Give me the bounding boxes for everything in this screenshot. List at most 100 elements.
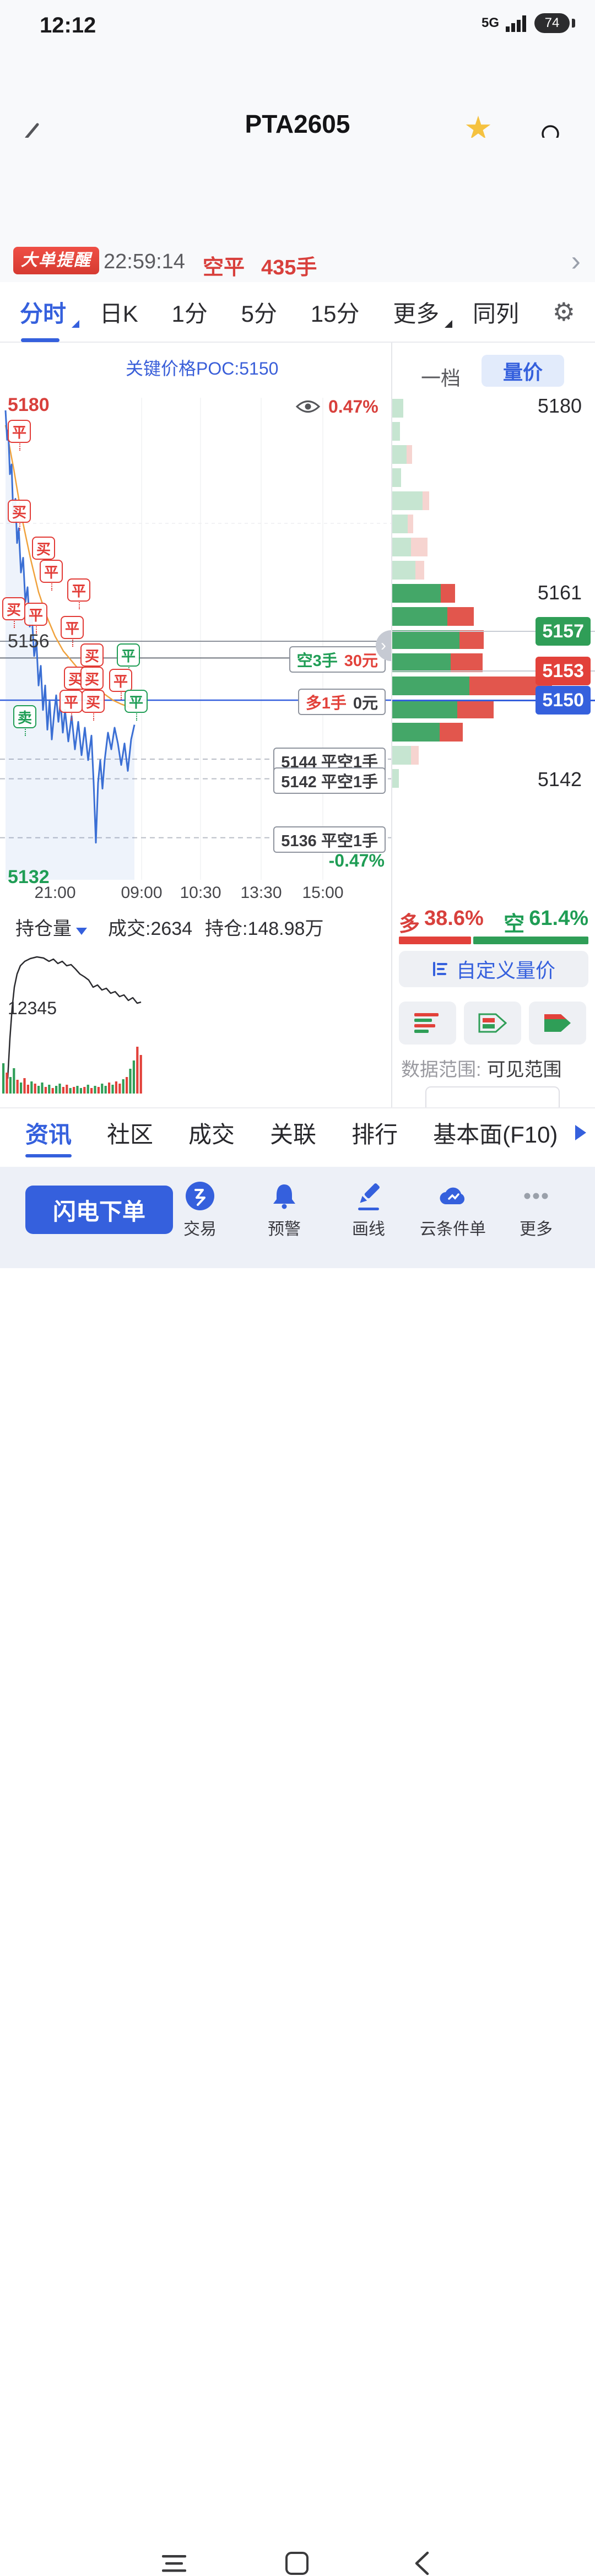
indicator-name: 持仓量 bbox=[15, 918, 72, 939]
short-ratio: 空 61.4% bbox=[504, 907, 588, 937]
chart-high-label: 5180 bbox=[8, 394, 50, 415]
bottom-tab-排行[interactable]: 排行 bbox=[351, 1121, 398, 1148]
price-label: 5161 bbox=[537, 581, 582, 604]
bottom-tab-成交[interactable]: 成交 bbox=[188, 1121, 235, 1148]
trade-marker[interactable]: 平 bbox=[67, 578, 90, 609]
action-item-交易[interactable]: 交易 bbox=[159, 1180, 241, 1240]
action-item-label: 云条件单 bbox=[420, 1220, 486, 1238]
buy-volume-segment bbox=[392, 538, 411, 556]
trade-marker[interactable]: 买 bbox=[8, 500, 31, 531]
action-item-画线[interactable]: 画线 bbox=[327, 1180, 410, 1240]
trade-marker[interactable]: 平 bbox=[117, 643, 140, 674]
period-tab-1分[interactable]: 1分 bbox=[172, 295, 208, 329]
bottom-tab-基本面(F10)[interactable]: 基本面(F10) bbox=[433, 1121, 558, 1148]
page-title: PTA2605 bbox=[245, 110, 350, 138]
custom-bars-icon bbox=[432, 962, 447, 976]
period-tab-更多[interactable]: 更多 bbox=[393, 295, 453, 329]
flash-order-button[interactable]: 闪电下单 bbox=[25, 1186, 173, 1234]
sell-volume-segment bbox=[411, 538, 428, 556]
buy-volume-segment bbox=[392, 677, 469, 695]
period-tab-同列[interactable]: 同列 bbox=[473, 295, 519, 329]
profile-row bbox=[392, 584, 455, 603]
trade-marker[interactable]: 平 bbox=[40, 560, 63, 591]
long-short-ratio-bar bbox=[399, 937, 588, 944]
sell-volume-segment bbox=[415, 561, 424, 580]
data-range[interactable]: 数据范围: 可见范围 bbox=[401, 1054, 561, 1081]
header: PTA2605 TA2605 主 L1 ★ bbox=[0, 50, 595, 177]
action-item-云条件单[interactable]: 云条件单 bbox=[412, 1180, 494, 1240]
trade-marker[interactable]: 平 bbox=[60, 690, 83, 721]
bottom-tab-资讯[interactable]: 资讯 bbox=[25, 1116, 72, 1157]
price-badge-bid: 5153 bbox=[536, 656, 591, 685]
eye-icon[interactable] bbox=[295, 398, 321, 415]
period-tab-分时[interactable]: 分时 bbox=[20, 295, 80, 342]
profile-row bbox=[392, 422, 400, 441]
profile-row bbox=[392, 515, 413, 533]
tool-button-flag-arrow-icon-1[interactable] bbox=[464, 1002, 521, 1045]
tab-level1[interactable]: 一档 bbox=[421, 367, 461, 389]
buy-volume-segment bbox=[392, 468, 401, 487]
chart-settings-gear-icon[interactable]: ⚙ bbox=[552, 297, 575, 326]
bottom-tab-社区[interactable]: 社区 bbox=[107, 1121, 154, 1148]
profile-row bbox=[392, 723, 463, 742]
trade-marker[interactable]: 买 bbox=[2, 597, 25, 628]
period-tab-label: 更多 bbox=[393, 300, 440, 327]
annotation-text: 0元 bbox=[353, 695, 378, 712]
trade-marker[interactable]: 卖 bbox=[13, 705, 36, 736]
caret-icon bbox=[445, 320, 453, 328]
trade-marker[interactable]: 平 bbox=[8, 420, 31, 451]
alert-time: 22:59:14 bbox=[104, 250, 185, 273]
recent-apps-icon[interactable] bbox=[161, 2552, 187, 2576]
big-order-alert-bar[interactable]: 大单提醒 22:59:14 空平 435手 › bbox=[0, 242, 595, 282]
trade-marker[interactable]: 买 bbox=[80, 643, 104, 674]
bottom-tab-关联[interactable]: 关联 bbox=[270, 1121, 317, 1148]
buy-volume-segment bbox=[392, 746, 411, 765]
period-tab-label: 日K bbox=[99, 300, 138, 327]
custom-volume-price-button[interactable]: 自定义量价 bbox=[399, 951, 588, 987]
tool-button-hbars-icon[interactable] bbox=[399, 1002, 456, 1045]
period-tab-15分[interactable]: 15分 bbox=[311, 295, 360, 329]
buy-volume-segment bbox=[392, 491, 423, 510]
buy-volume-segment bbox=[392, 653, 451, 672]
subchart: 持仓量 成交:2634 持仓:148.98万 12345 bbox=[0, 903, 391, 1107]
profile-row bbox=[392, 630, 484, 649]
action-item-更多[interactable]: 更多 bbox=[495, 1180, 577, 1240]
trade-marker[interactable]: 平 bbox=[125, 690, 148, 721]
period-tab-日K[interactable]: 日K bbox=[100, 295, 138, 329]
profile-row bbox=[392, 538, 428, 556]
range-value: 可见范围 bbox=[486, 1059, 562, 1080]
draw-line-icon bbox=[358, 1183, 380, 1210]
indicator-selector[interactable]: 持仓量 bbox=[15, 913, 87, 940]
oi-volume-plot bbox=[2, 956, 142, 1094]
tab-volume-price[interactable]: 量价 bbox=[482, 355, 564, 387]
status-bar: 12:12 5G 74 bbox=[0, 0, 595, 50]
tool-button-flag-arrow-icon-2[interactable] bbox=[529, 1002, 586, 1045]
timeshare-chart[interactable]: 关键价格POC:5150 0.47% 5180 5156 5132 -0.47%… bbox=[0, 343, 391, 903]
trade-marker[interactable]: 买 bbox=[80, 667, 104, 697]
back-nav-icon[interactable] bbox=[412, 2551, 431, 2576]
action-item-label: 画线 bbox=[352, 1220, 385, 1238]
action-item-预警[interactable]: 预警 bbox=[243, 1180, 326, 1240]
sell-volume-segment bbox=[459, 630, 484, 649]
alert-chevron-icon[interactable]: › bbox=[571, 245, 581, 277]
trade-marker[interactable]: 平 bbox=[61, 616, 84, 647]
period-tab-label: 5分 bbox=[241, 300, 277, 327]
trade-marker[interactable]: 平 bbox=[24, 603, 47, 634]
tabs-more-icon[interactable] bbox=[575, 1125, 586, 1140]
sell-volume-segment bbox=[411, 746, 419, 765]
battery-indicator: 74 bbox=[534, 13, 570, 33]
sell-volume-segment bbox=[447, 607, 474, 626]
trade-marker[interactable]: 买 bbox=[82, 690, 105, 721]
long-bar bbox=[399, 937, 471, 944]
partial-card bbox=[425, 1086, 560, 1107]
more-dots-icon bbox=[524, 1193, 548, 1199]
annotation-text: 5136 平空1手 bbox=[281, 832, 378, 850]
trade-marker[interactable]: 平 bbox=[109, 669, 132, 700]
profile-row bbox=[392, 491, 429, 510]
period-tab-5分[interactable]: 5分 bbox=[241, 295, 277, 329]
trade-marker[interactable]: 买 bbox=[32, 537, 55, 567]
price-label: 5142 bbox=[537, 767, 582, 791]
alert-action: 空平 bbox=[203, 256, 245, 279]
cloud-order-icon bbox=[440, 1187, 465, 1205]
home-icon[interactable] bbox=[284, 2551, 310, 2576]
